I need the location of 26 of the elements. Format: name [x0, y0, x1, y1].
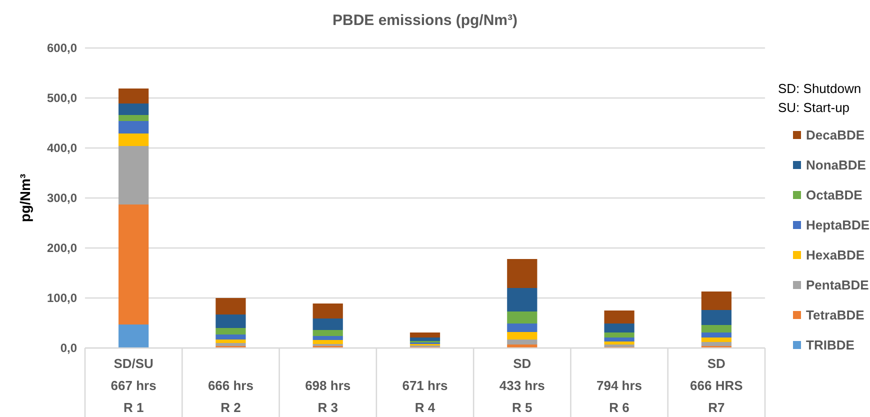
y-tick-label: 100,0 [46, 291, 78, 306]
y-tick-label: 400,0 [46, 141, 78, 156]
x-tick-label: SD 433 hrs R 5 [499, 356, 545, 415]
legend-label: TetraBDE [806, 308, 865, 323]
y-tick-label: 500,0 [46, 91, 78, 106]
x-tick-label: SD/SU 667 hrs R 1 [110, 356, 156, 415]
y-axis-title: pg/Nm³ [17, 174, 33, 222]
legend-label: NonaBDE [806, 158, 866, 173]
legend-label: OctaBDE [806, 188, 863, 203]
text: SU: Start-up [778, 100, 850, 115]
legend-label: HexaBDE [806, 248, 865, 263]
legend-label: TRIBDE [806, 338, 855, 353]
text: SD: Shutdown [778, 81, 862, 96]
x-tick-label: 671 hrs R 4 [402, 378, 448, 415]
legend-label: DecaBDE [806, 128, 865, 143]
x-tick-label: 666 hrs R 2 [208, 378, 254, 415]
y-tick-label: 300,0 [46, 191, 78, 206]
legend-label: HeptaBDE [806, 218, 870, 233]
chart-title: PBDE emissions (pg/Nm³) [332, 12, 518, 29]
x-tick-label: SD 666 HRS R7 [690, 356, 744, 415]
x-tick-label: 794 hrs R 6 [596, 378, 642, 415]
y-tick-label: 600,0 [46, 41, 78, 56]
x-tick-label: 698 hrs R 3 [305, 378, 351, 415]
y-tick-label: 200,0 [46, 241, 78, 256]
legend-label: PentaBDE [806, 278, 870, 293]
y-tick-label: 0,0 [60, 341, 78, 356]
